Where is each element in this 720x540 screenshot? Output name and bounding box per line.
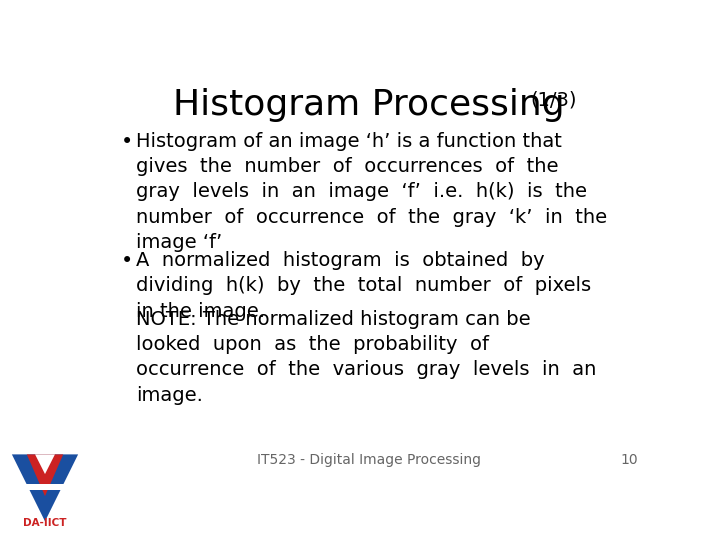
- Polygon shape: [27, 454, 63, 496]
- Polygon shape: [22, 483, 68, 490]
- Text: Histogram Processing: Histogram Processing: [174, 88, 564, 122]
- Text: (1/3): (1/3): [531, 91, 577, 110]
- Text: •: •: [121, 251, 133, 271]
- Text: IT523 - Digital Image Processing: IT523 - Digital Image Processing: [257, 453, 481, 467]
- Text: DA-IICT: DA-IICT: [23, 518, 67, 528]
- Text: NOTE: The normalized histogram can be
looked  upon  as  the  probability  of
occ: NOTE: The normalized histogram can be lo…: [137, 309, 597, 404]
- Polygon shape: [35, 454, 55, 474]
- Text: Histogram of an image ‘h’ is a function that
gives  the  number  of  occurrences: Histogram of an image ‘h’ is a function …: [137, 132, 608, 252]
- Text: 10: 10: [621, 453, 639, 467]
- Polygon shape: [12, 454, 78, 521]
- Text: •: •: [121, 132, 133, 152]
- Text: A  normalized  histogram  is  obtained  by
dividing  h(k)  by  the  total  numbe: A normalized histogram is obtained by di…: [137, 251, 592, 321]
